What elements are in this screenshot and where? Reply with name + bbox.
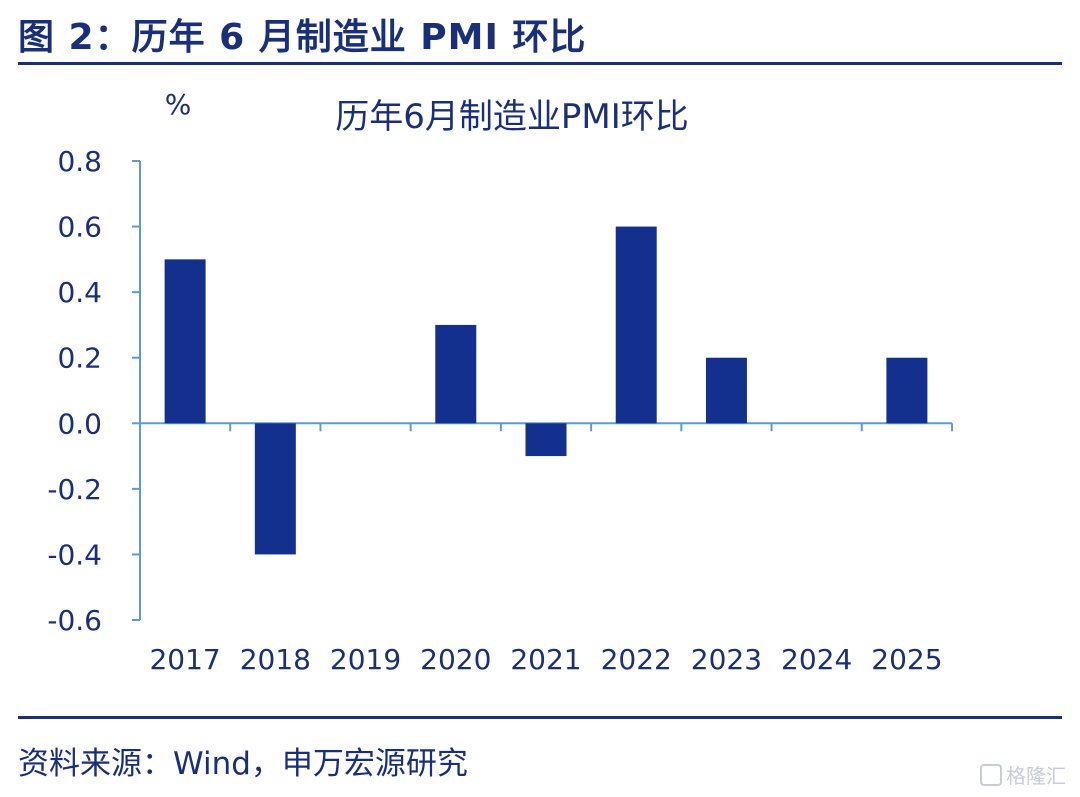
bar-2022 xyxy=(615,226,657,424)
x-tick-label: 2021 xyxy=(510,643,581,676)
chart-labels: 0.8 0.6 0.4 0.2 0.0 -0.2 -0.4 -0.6 2017 2018 2019 2… xyxy=(47,88,942,676)
x-tick-label: 2020 xyxy=(420,643,491,676)
y-tick-label: 0.6 xyxy=(57,211,102,244)
x-tick-label: 2018 xyxy=(240,643,311,676)
watermark: 格隆汇 xyxy=(980,760,1066,789)
figure-title: 图 2：历年 6 月制造业 PMI 环比 xyxy=(18,17,587,58)
bar-chart: 0.8 0.6 0.4 0.2 0.0 -0.2 -0.4 -0.6 2017 2018 2019 2… xyxy=(47,88,953,676)
x-tick-label: 2024 xyxy=(781,643,852,676)
bar-2025 xyxy=(886,357,928,424)
chart-bars xyxy=(164,226,928,555)
x-tick-label: 2017 xyxy=(149,643,220,676)
y-tick-label: 0.8 xyxy=(57,145,102,178)
watermark-text: 格隆汇 xyxy=(1006,764,1066,788)
y-axis-unit: % xyxy=(165,88,192,121)
bar-2018 xyxy=(254,423,296,555)
x-tick-label: 2023 xyxy=(691,643,762,676)
y-tick-label: 0.0 xyxy=(57,407,102,440)
y-tick-label: 0.2 xyxy=(57,342,102,375)
x-tick-label: 2025 xyxy=(871,643,942,676)
footer-divider xyxy=(18,716,1062,719)
y-tick-label: -0.4 xyxy=(47,538,102,571)
bar-2017 xyxy=(164,259,206,424)
bar-2023 xyxy=(705,357,747,424)
y-tick-label: -0.6 xyxy=(47,604,102,637)
title-divider xyxy=(18,62,1062,65)
bar-2020 xyxy=(435,324,477,424)
x-tick-label: 2019 xyxy=(330,643,401,676)
y-tick-label: -0.2 xyxy=(47,473,102,506)
watermark-logo-icon xyxy=(980,763,1002,786)
bar-2021 xyxy=(525,423,567,457)
y-tick-label: 0.4 xyxy=(57,276,102,309)
x-tick-label: 2022 xyxy=(601,643,672,676)
source-note: 资料来源：Wind，申万宏源研究 xyxy=(18,746,468,782)
chart-title: 历年6月制造业PMI环比 xyxy=(335,97,689,137)
